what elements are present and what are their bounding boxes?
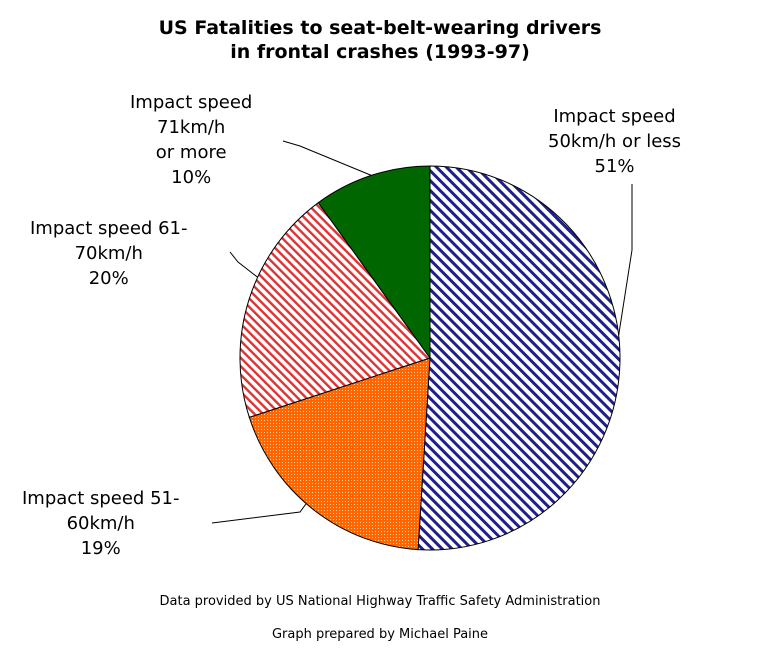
leader-line-71kmh-or-more	[282, 140, 372, 176]
slice-label-text: 50km/h or less	[548, 131, 682, 152]
slice-label-text: Impact speed 61-	[30, 218, 188, 239]
slice-label-text: 60km/h	[66, 513, 135, 534]
slice-percent-label: 10%	[171, 167, 212, 188]
slice-label-text: 71km/h	[157, 117, 226, 138]
slice-label-text: Impact speed	[130, 92, 253, 113]
data-source-credit: Data provided by US National Highway Tra…	[159, 594, 601, 609]
chart-title-line-2: in frontal crashes (1993-97)	[230, 41, 530, 63]
slice-label-text: 70km/h	[74, 243, 143, 264]
leader-line-50kmh-or-less	[618, 184, 633, 336]
slice-label-50kmh-or-less: Impact speed 50km/h or less 51%	[548, 104, 681, 179]
chart-title: US Fatalities to seat-belt-wearing drive…	[0, 16, 760, 64]
slice-percent-label: 20%	[88, 268, 129, 289]
slice-label-51-60kmh: Impact speed 51- 60km/h 19%	[22, 486, 179, 561]
pie-slice-61-70kmh	[239, 201, 431, 418]
leader-line-51-60kmh	[211, 503, 307, 524]
chart-title-line-1: US Fatalities to seat-belt-wearing drive…	[158, 17, 602, 39]
slice-label-text: or more	[155, 142, 227, 163]
slice-label-text: Impact speed 51-	[22, 488, 180, 509]
slice-percent-label: 19%	[80, 538, 121, 559]
prepared-by-credit: Graph prepared by Michael Paine	[271, 627, 489, 642]
pie-slice-50kmh-or-less	[417, 165, 621, 551]
pie-slice-51-60kmh	[248, 357, 431, 551]
leader-line-61-70kmh	[229, 251, 258, 278]
slice-percent-label: 51%	[594, 156, 635, 177]
pie-slice-71kmh-or-more	[317, 165, 431, 360]
slice-label-61-70kmh: Impact speed 61- 70km/h 20%	[30, 216, 187, 291]
slice-label-text: Impact speed	[553, 106, 676, 127]
slice-label-71kmh-or-more: Impact speed 71km/h or more 10%	[130, 90, 252, 190]
